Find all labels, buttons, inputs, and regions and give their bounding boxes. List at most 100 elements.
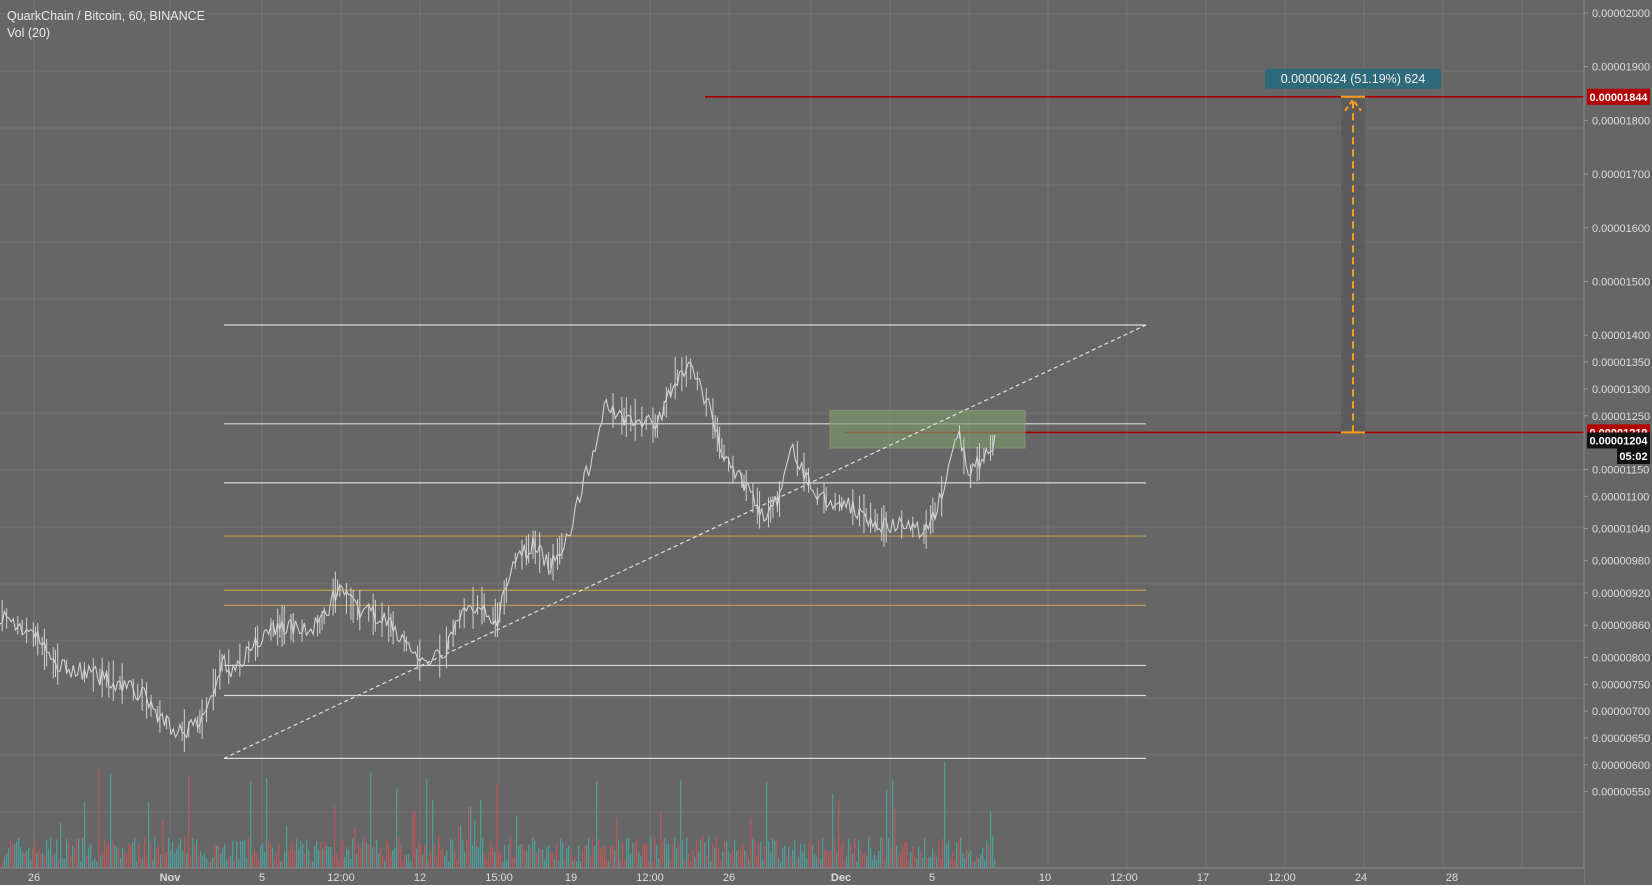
volume-bar <box>976 856 978 868</box>
volume-bar <box>484 852 486 868</box>
volume-bar <box>128 843 130 868</box>
trendline[interactable] <box>223 324 1147 759</box>
volume-bar <box>780 861 782 868</box>
price-axis[interactable]: 0.00002000 0.00001900 0.00001800 0.00001700… <box>1583 0 1652 885</box>
volume-bar <box>624 859 626 868</box>
volume-bar <box>706 855 708 868</box>
price-tick-label: 0.00000700 <box>1592 706 1650 718</box>
volume-bar <box>78 838 80 868</box>
volume-bar <box>848 839 850 868</box>
volume-bar <box>744 849 746 868</box>
volume-bar <box>628 838 630 868</box>
volume-bar <box>308 849 310 868</box>
volume-bar <box>758 842 760 868</box>
time-tick-label: 15:00 <box>485 872 513 884</box>
volume-bar <box>428 857 430 868</box>
volume-bar <box>116 847 118 868</box>
volume-bar <box>900 851 902 868</box>
volume-bar <box>162 820 164 868</box>
volume-bar <box>740 850 742 868</box>
volume-bar <box>360 848 362 868</box>
highlight-zone[interactable] <box>829 409 1026 449</box>
volume-bar <box>444 856 446 868</box>
volume-bar <box>496 783 498 868</box>
volume-bar <box>742 843 744 868</box>
volume-bar <box>316 840 318 868</box>
volume-bar <box>406 854 408 868</box>
volume-bar <box>226 859 228 868</box>
volume-bar <box>156 848 158 868</box>
volume-bar <box>222 847 224 868</box>
volume-bar <box>60 822 62 868</box>
volume-bar <box>896 845 898 868</box>
volume-bar <box>972 860 974 868</box>
volume-bar <box>66 838 68 868</box>
volume-bar <box>644 844 646 868</box>
volume-bar <box>120 857 122 868</box>
price-tick-label: 0.00001350 <box>1592 357 1650 369</box>
volume-bar <box>334 805 336 868</box>
volume-bar <box>16 841 18 868</box>
volume-bar <box>936 856 938 868</box>
volume-bar <box>510 837 512 868</box>
volume-bar <box>454 849 456 868</box>
volume-bar <box>258 860 260 868</box>
volume-indicator-label[interactable]: Vol (20) <box>7 26 51 40</box>
volume-bar <box>806 858 808 868</box>
volume-bar <box>410 861 412 868</box>
volume-bar <box>942 838 944 868</box>
volume-bar <box>540 849 542 868</box>
volume-bar <box>240 840 242 868</box>
volume-bar <box>888 837 890 868</box>
volume-bar <box>650 836 652 868</box>
symbol-title[interactable]: QuarkChain / Bitcoin, 60, BINANCE <box>7 9 205 23</box>
volume-bar <box>666 844 668 868</box>
volume-bar <box>86 855 88 868</box>
volume-bar <box>398 836 400 868</box>
volume-bar <box>638 852 640 868</box>
volume-bar <box>346 846 348 868</box>
volume-bar <box>426 778 428 868</box>
volume-bar <box>678 844 680 868</box>
volume-bar <box>736 851 738 868</box>
volume-bar <box>84 801 86 868</box>
volume-bar <box>700 840 702 868</box>
time-tick-label: 24 <box>1355 872 1367 884</box>
volume-bar <box>364 837 366 868</box>
volume-bar <box>48 848 50 868</box>
volume-bar <box>106 845 108 868</box>
volume-bar <box>408 854 410 868</box>
time-tick-label: 10 <box>1039 872 1051 884</box>
measure-label[interactable]: 0.00000624 (51.19%) 624 <box>1265 68 1441 89</box>
volume-bar <box>88 847 90 868</box>
time-axis[interactable]: 26 Nov 5 12:00 12 15:00 19 12:00 26 Dec 5 10 12:00 17… <box>0 867 1584 885</box>
volume-bar <box>352 838 354 868</box>
volume-bar <box>468 806 470 868</box>
volume-bar <box>446 850 448 868</box>
price-tick-label: 0.00001500 <box>1592 277 1650 289</box>
volume-bar <box>798 856 800 868</box>
volume-bar <box>698 851 700 868</box>
volume-bar <box>588 837 590 868</box>
volume-bar <box>482 838 484 868</box>
volume-bar <box>864 853 866 868</box>
volume-bar <box>842 841 844 868</box>
measure-tool[interactable]: 0.00000624 (51.19%) 624 <box>1265 68 1441 434</box>
volume-bar <box>778 858 780 868</box>
volume-bar <box>734 840 736 868</box>
volume-bar <box>884 858 886 868</box>
price-tick-label: 0.00001800 <box>1592 115 1650 127</box>
volume-bar <box>596 781 598 868</box>
volume-bar <box>198 854 200 868</box>
volume-bar <box>244 839 246 868</box>
volume-bar <box>570 853 572 868</box>
volume-bar <box>98 769 100 868</box>
price-marker-bg <box>1587 88 1650 105</box>
volume-bar <box>340 845 342 868</box>
volume-bar <box>576 860 578 868</box>
time-tick-label: 26 <box>28 872 40 884</box>
volume-bar <box>646 842 648 868</box>
volume-bar <box>676 848 678 868</box>
